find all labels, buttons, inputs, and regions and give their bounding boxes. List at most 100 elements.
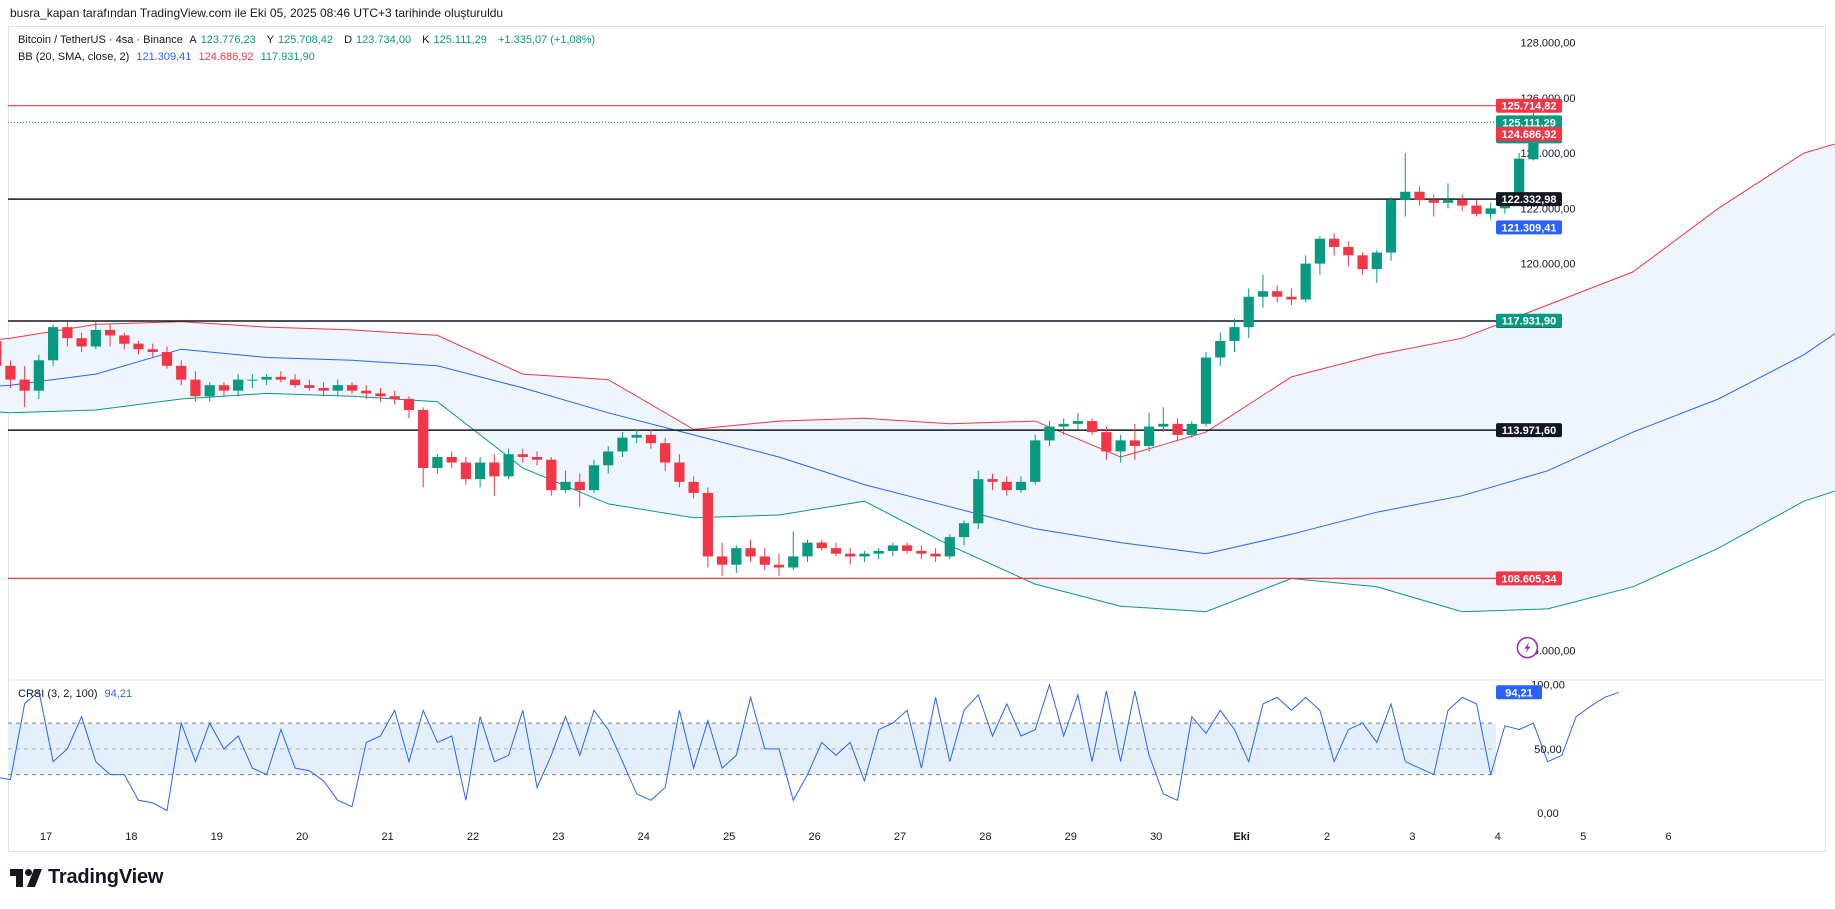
level-tag-label: 122.332,98 (1501, 194, 1556, 206)
lightning-icon-glyph (1524, 641, 1531, 654)
price-tag (1496, 313, 1562, 328)
candle-body (617, 437, 628, 452)
candle-body (1200, 357, 1212, 424)
x-tick-label: 20 (296, 831, 308, 843)
candle-body (1087, 421, 1098, 433)
candle-body (418, 410, 429, 469)
candle-body (1371, 252, 1382, 270)
candle-body (802, 542, 813, 557)
x-tick-label: 26 (808, 831, 820, 843)
candle-body (119, 335, 130, 344)
candle-body (304, 385, 315, 388)
candle-body (403, 398, 415, 411)
close-value: 125.111,29 (433, 34, 487, 46)
candle-body (603, 451, 614, 466)
x-tick-label: 6 (1666, 831, 1672, 843)
candle-body (1044, 426, 1055, 441)
candle-body (546, 459, 557, 491)
open-value: 123.776,23 (200, 34, 256, 46)
candle-body (674, 462, 685, 482)
bb-label[interactable]: BB (20, SMA, close, 2) (18, 51, 130, 63)
crsi-legend: CRSI (3, 2, 100) 94,21 (18, 688, 136, 700)
crsi-y-tick-label: 0,00 (1537, 808, 1558, 820)
x-tick-label: 27 (894, 831, 906, 843)
candle-body (261, 376, 272, 380)
symbol-title[interactable]: Bitcoin / TetherUS · 4sa · Binance (18, 34, 183, 46)
candle-body (1158, 423, 1169, 427)
candle-body (33, 360, 45, 391)
x-tick-label: 18 (125, 831, 137, 843)
candle-body (1015, 481, 1027, 491)
candle-body (1172, 423, 1183, 435)
price-tag (1496, 127, 1562, 142)
price-tag-label: 125.111,29 (1502, 117, 1556, 129)
x-tick-label: 29 (1065, 831, 1077, 843)
x-tick-label: 21 (381, 831, 393, 843)
tradingview-logo[interactable]: TradingView (10, 866, 163, 889)
bb-legend: BB (20, SMA, close, 2) 121.309,41 124.68… (18, 51, 319, 63)
candle-body (1001, 481, 1012, 491)
candle-body (318, 387, 329, 391)
candle-body (503, 454, 514, 477)
candle-body (1030, 440, 1041, 482)
candle-body (161, 352, 173, 366)
candle-body (432, 456, 443, 469)
candle-body (1129, 440, 1140, 446)
candle-body (1343, 247, 1354, 256)
candle-body (204, 385, 215, 397)
candle-body (916, 550, 927, 554)
candle-body (560, 481, 571, 491)
high-key: Y (266, 34, 274, 46)
x-tick-label: 5 (1580, 831, 1586, 843)
candle-body (47, 327, 59, 361)
low-key: D (344, 34, 353, 46)
candle-body (1300, 263, 1311, 300)
x-tick-label: Eki (1233, 831, 1250, 843)
candle-body (859, 553, 870, 557)
candle-body (731, 548, 742, 565)
x-tick-label: 22 (467, 831, 479, 843)
x-tick-label: 24 (638, 831, 650, 843)
candle-body (1286, 296, 1297, 300)
level-tag (1496, 98, 1562, 113)
bb-upper-value: 124.686,92 (198, 51, 254, 63)
candle-body (176, 365, 187, 380)
candle-body (1243, 296, 1254, 328)
candle-body (190, 379, 201, 397)
candle-body (332, 385, 343, 391)
candle-body (816, 542, 827, 549)
candle-body (346, 385, 358, 391)
candle-body (361, 390, 372, 394)
crsi-y-tick-label: 50,00 (1534, 744, 1562, 756)
candle-body (218, 385, 230, 391)
crsi-label[interactable]: CRSI (3, 2, 100) (18, 688, 98, 700)
candle-body (1328, 238, 1340, 248)
candle-body (973, 479, 984, 524)
x-tick-label: 17 (40, 831, 52, 843)
price-tag-label: 124.686,92 (1501, 129, 1556, 141)
candle-body (645, 434, 657, 444)
candle-body (1400, 191, 1411, 201)
bb-lower-value: 117.931,90 (260, 51, 315, 63)
candle-body (845, 553, 856, 557)
candle-body (389, 396, 400, 399)
bollinger-middle-line (0, 332, 1835, 555)
x-tick-label: 4 (1495, 831, 1501, 843)
high-value: 125.708,42 (277, 34, 334, 46)
candle-body (90, 329, 101, 347)
candle-body (830, 548, 842, 554)
candle-body (460, 462, 472, 480)
candle-body (1072, 421, 1084, 424)
candle-body (147, 349, 158, 352)
candle-body (1115, 440, 1126, 452)
candle-body (1442, 200, 1454, 203)
bollinger-upper-line (0, 143, 1835, 458)
level-tag (1496, 423, 1562, 438)
crsi-value-tag (1496, 685, 1542, 700)
x-tick-label: 2 (1324, 831, 1330, 843)
candle-body (660, 443, 671, 463)
candle-body (233, 379, 244, 391)
crsi-line (0, 682, 1619, 812)
y-tick-label: 120.000,00 (1520, 259, 1575, 271)
